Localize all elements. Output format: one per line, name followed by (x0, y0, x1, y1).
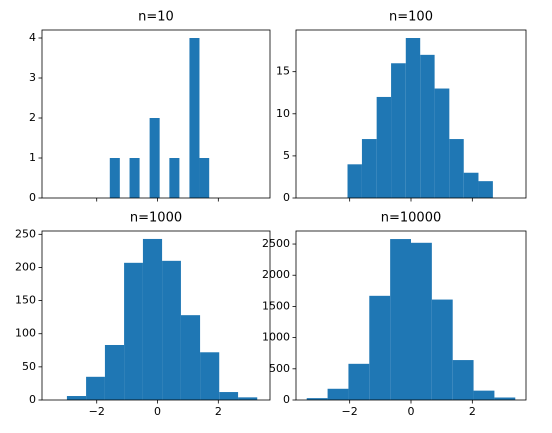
subplot-title: n=1000 (130, 211, 182, 226)
histogram-bar (169, 158, 180, 198)
histogram-bar (473, 390, 495, 400)
y-tick-label: 5 (283, 149, 290, 162)
histogram-bar (306, 398, 328, 400)
histogram-bar (109, 158, 120, 198)
histogram-bar (149, 118, 160, 198)
subplot-title: n=100 (389, 10, 433, 25)
histogram-bar (434, 88, 450, 198)
y-tick-label: 15 (276, 65, 290, 78)
histogram-bar (452, 360, 474, 400)
y-tick-label: 1000 (262, 331, 290, 344)
y-tick-label: 150 (15, 294, 36, 307)
histogram-bar (449, 139, 464, 198)
histogram-bar (347, 164, 362, 198)
y-tick-label: 250 (15, 227, 36, 240)
y-tick-label: 200 (15, 260, 36, 273)
x-tick-label: −2 (89, 405, 105, 418)
histogram-bar (405, 38, 421, 198)
axes-frame (295, 29, 527, 199)
y-tick-label: 100 (15, 327, 36, 340)
subplot-title: n=10000 (381, 211, 442, 226)
x-tick-label: 2 (469, 405, 476, 418)
x-tick-label: −2 (342, 405, 358, 418)
histogram-bar (369, 295, 391, 400)
subplot-title: n=10 (138, 10, 174, 25)
axes-frame (41, 29, 271, 199)
histogram-bar (494, 397, 516, 400)
histogram-bar (129, 158, 140, 198)
y-tick-label: 0 (283, 393, 290, 406)
histogram-bar (180, 315, 201, 400)
y-tick-label: 0 (283, 191, 290, 204)
histogram-bar (391, 63, 406, 199)
histogram-bar (162, 260, 181, 400)
histogram-bar (420, 54, 435, 199)
y-tick-label: 50 (22, 360, 36, 373)
y-tick-label: 2 (29, 111, 36, 124)
y-tick-label: 3 (29, 71, 36, 84)
histogram-bar (200, 352, 220, 400)
y-tick-label: 2000 (262, 268, 290, 281)
y-tick-label: 1 (29, 151, 36, 164)
histogram-bar (376, 96, 392, 198)
histogram-bar (189, 38, 200, 198)
axes-frame (295, 230, 527, 401)
histogram-bar (142, 238, 163, 400)
histogram-bar (361, 139, 377, 198)
y-tick-label: 2500 (262, 237, 290, 250)
axes-frame (41, 230, 271, 401)
y-tick-label: 0 (29, 191, 36, 204)
histogram-bar (199, 158, 210, 198)
x-tick-label: 0 (408, 405, 415, 418)
histogram-bar (327, 388, 349, 400)
histogram-bar (86, 376, 105, 400)
y-tick-label: 4 (29, 31, 36, 44)
x-tick-label: 0 (154, 405, 161, 418)
histogram-bar (238, 397, 258, 400)
histogram-bar (104, 344, 125, 400)
x-tick-label: 2 (215, 405, 222, 418)
histogram-bar (411, 242, 432, 400)
histogram-bar (390, 239, 411, 400)
y-tick-label: 0 (29, 393, 36, 406)
y-tick-label: 500 (269, 362, 290, 375)
histogram-bar (463, 172, 479, 198)
histogram-bar (219, 392, 239, 400)
y-tick-label: 10 (276, 107, 290, 120)
histogram-bar (348, 363, 370, 400)
histogram-bar (124, 262, 143, 400)
histogram-bar (66, 396, 87, 400)
y-tick-label: 1500 (262, 299, 290, 312)
histogram-bar (478, 181, 493, 198)
histogram-bar (431, 299, 453, 400)
